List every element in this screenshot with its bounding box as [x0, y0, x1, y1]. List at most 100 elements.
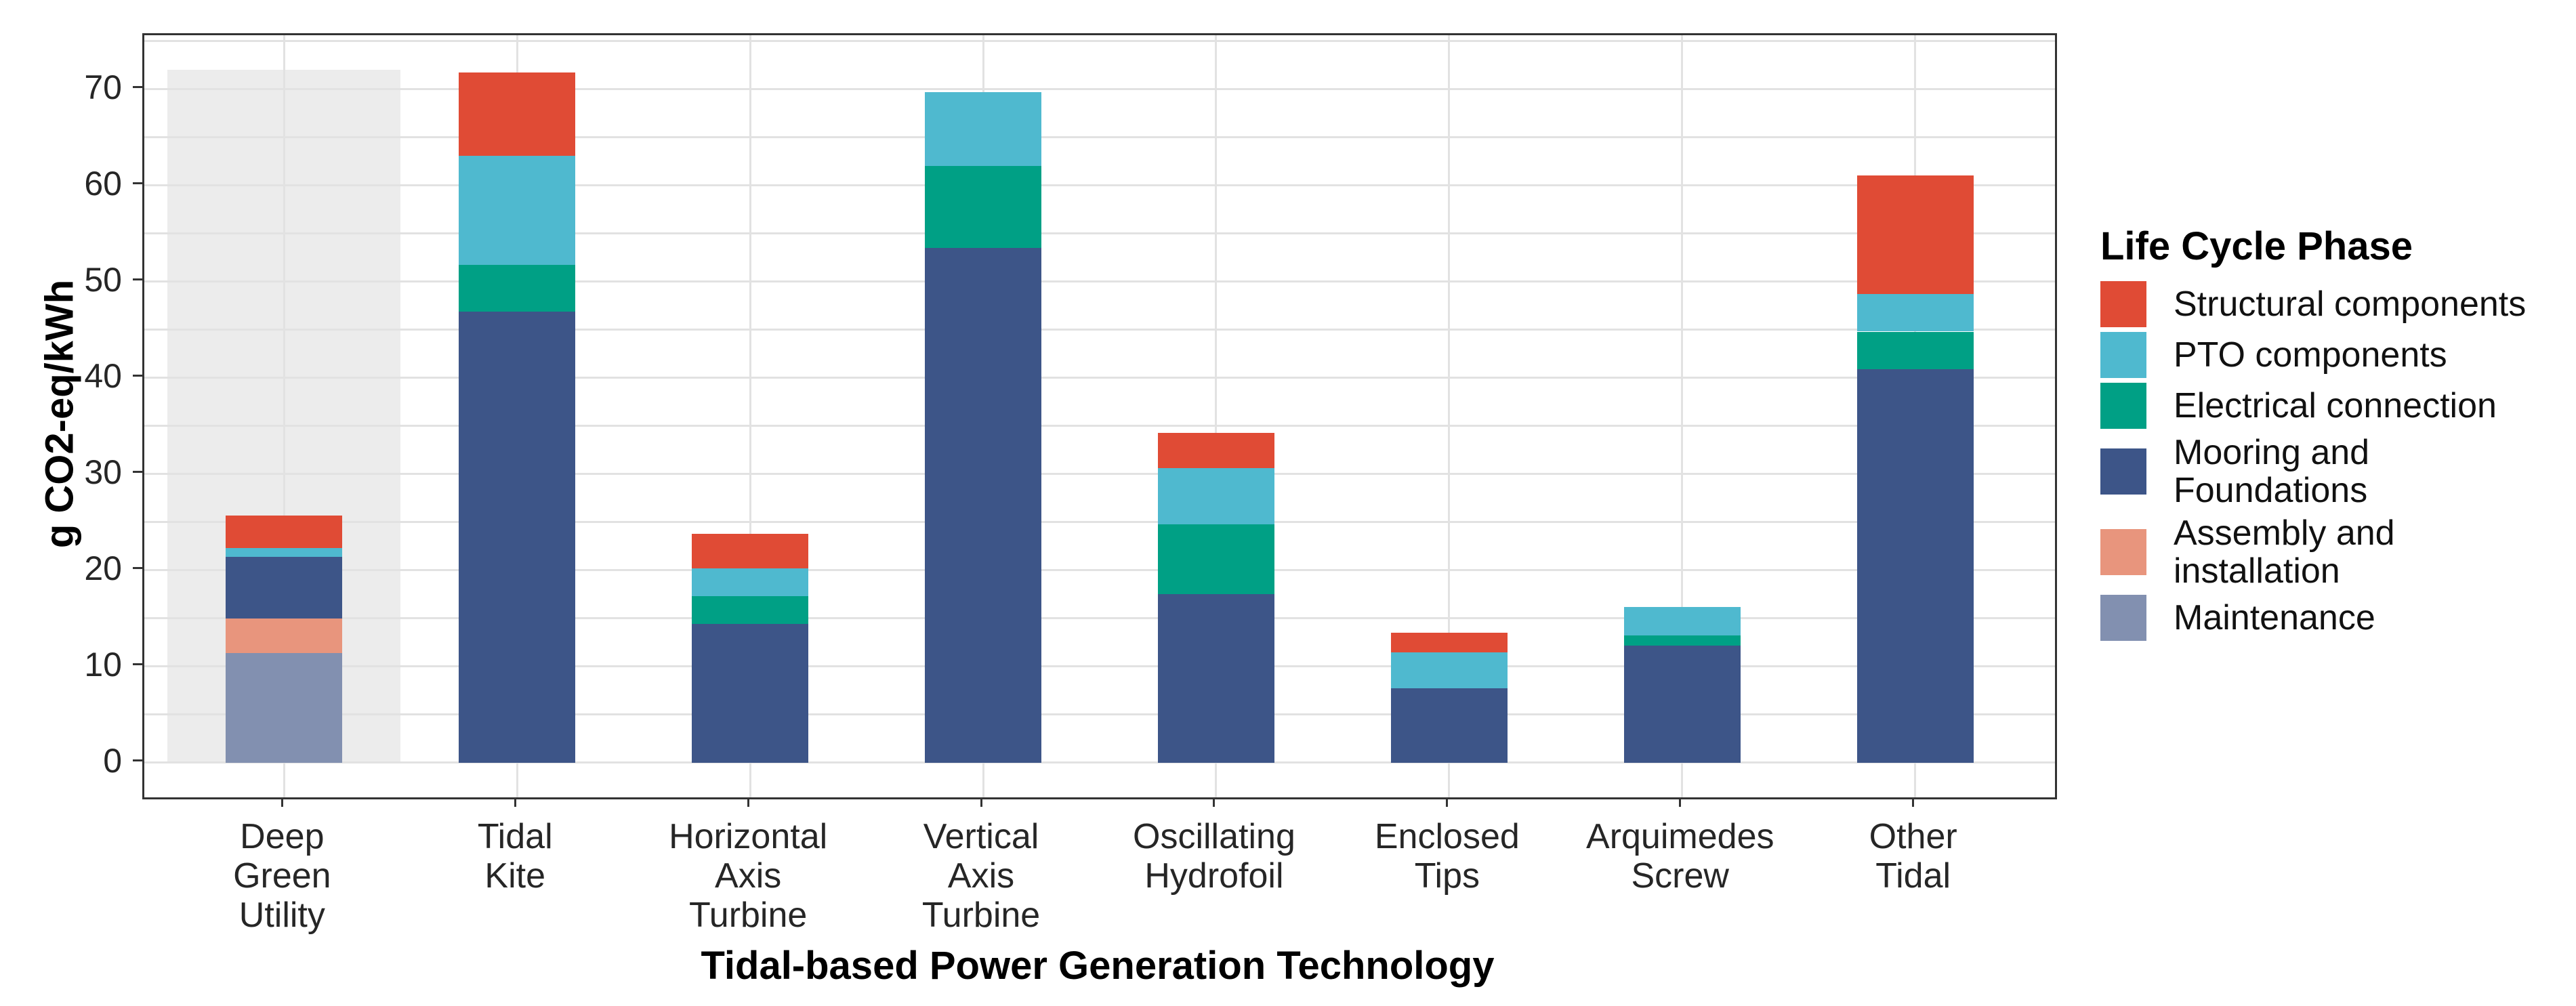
x-axis-tick: [1213, 797, 1216, 807]
bar-segment: [1856, 369, 1974, 763]
bar-segment: [459, 155, 576, 266]
bar-segment: [1623, 645, 1741, 763]
bar-segment: [1157, 524, 1274, 595]
bar-segment: [1390, 688, 1508, 763]
gridline-horizontal: [144, 713, 2055, 716]
legend-item-label: PTO components: [2174, 335, 2447, 375]
bar-segment: [459, 72, 576, 156]
y-axis-tick: [133, 663, 142, 666]
legend-item-label: Maintenance: [2174, 598, 2375, 637]
x-tick-label: Arquimedes Screw: [1586, 817, 1774, 896]
gridline-vertical: [1448, 35, 1451, 797]
x-tick-label: Oscillating Hydrofoil: [1133, 817, 1295, 896]
bar-segment: [226, 618, 343, 653]
y-axis-tick: [133, 86, 142, 89]
y-tick-label: 0: [103, 741, 122, 780]
y-axis-tick: [133, 278, 142, 281]
bar-segment: [226, 548, 343, 557]
y-tick-label: 50: [84, 260, 122, 299]
legend-key-swatch-icon: [2100, 595, 2146, 641]
legend-item-label: Structural components: [2174, 285, 2527, 324]
bar-segment: [925, 91, 1041, 167]
legend-item: Electrical connection: [2100, 383, 2568, 429]
y-axis-tick: [133, 471, 142, 474]
bar-segment: [1390, 633, 1508, 652]
gridline-horizontal: [144, 377, 2055, 379]
y-tick-label: 60: [84, 164, 122, 203]
x-tick-label: Horizontal Axis Turbine: [669, 817, 828, 935]
gridline-horizontal: [144, 136, 2055, 139]
gridline-horizontal: [144, 88, 2055, 91]
bar-segment: [226, 556, 343, 619]
x-tick-label: Enclosed Tips: [1374, 817, 1520, 896]
legend-item: PTO components: [2100, 332, 2568, 378]
bar-segment: [692, 568, 809, 597]
plot-panel: [142, 33, 2057, 799]
y-axis-title: g CO2-eq/kWh: [37, 279, 82, 549]
x-axis-tick: [1446, 797, 1449, 807]
gridline-horizontal: [144, 425, 2055, 427]
legend-item-label: Assembly and installation: [2174, 514, 2395, 591]
bar-segment: [226, 515, 343, 549]
y-tick-label: 30: [84, 453, 122, 491]
bar-segment: [1157, 432, 1274, 469]
y-tick-label: 10: [84, 645, 122, 684]
gridline-horizontal: [144, 473, 2055, 476]
legend-item-label: Electrical connection: [2174, 386, 2497, 425]
gridline-horizontal: [144, 521, 2055, 524]
bar-segment: [1856, 294, 1974, 332]
y-axis-tick: [133, 759, 142, 762]
legend-title: Life Cycle Phase: [2100, 224, 2413, 268]
gridline-horizontal: [144, 232, 2055, 235]
legend-key-swatch-icon: [2100, 529, 2146, 575]
x-axis-tick: [281, 797, 283, 807]
legend-key-swatch-icon: [2100, 448, 2146, 495]
gridline-horizontal: [144, 761, 2055, 764]
bar-segment: [1390, 652, 1508, 689]
bar-segment: [692, 533, 809, 568]
x-axis-tick: [1679, 797, 1682, 807]
bar-segment: [459, 311, 576, 763]
gridline-horizontal: [144, 40, 2055, 43]
x-tick-label: Other Tidal: [1869, 817, 1957, 896]
y-tick-label: 20: [84, 549, 122, 587]
legend-item: Maintenance: [2100, 595, 2568, 641]
bar-segment: [459, 265, 576, 312]
x-axis-tick: [1912, 797, 1915, 807]
legend-item-label: Mooring and Foundations: [2174, 433, 2370, 510]
legend: Life Cycle Phase Structural components PT…: [2100, 224, 2568, 646]
legend-key-swatch-icon: [2100, 332, 2146, 378]
bar-segment: [1157, 594, 1274, 763]
gridline-horizontal: [144, 280, 2055, 283]
gridline-vertical: [749, 35, 751, 797]
y-tick-label: 70: [84, 68, 122, 106]
bar-segment: [692, 624, 809, 763]
legend-key-swatch-icon: [2100, 383, 2146, 429]
x-axis-tick: [514, 797, 516, 807]
x-axis-tick: [980, 797, 982, 807]
legend-item: Mooring and Foundations: [2100, 434, 2568, 509]
gridline-horizontal: [144, 184, 2055, 187]
x-tick-label: Tidal Kite: [477, 817, 553, 896]
legend-item: Assembly and installation: [2100, 514, 2568, 590]
x-axis-tick: [747, 797, 749, 807]
legend-items: Structural components PTO components Elect…: [2100, 281, 2568, 641]
bar-segment: [925, 247, 1041, 763]
gridline-horizontal: [144, 569, 2055, 572]
y-tick-label: 40: [84, 356, 122, 395]
bar-segment: [1623, 606, 1741, 636]
bar-segment: [692, 596, 809, 625]
bar-segment: [1856, 175, 1974, 295]
y-axis-tick: [133, 182, 142, 185]
gridline-horizontal: [144, 617, 2055, 620]
y-axis-tick: [133, 375, 142, 377]
x-tick-label: Vertical Axis Turbine: [921, 817, 1041, 935]
bar-segment: [1623, 635, 1741, 646]
gridline-horizontal: [144, 329, 2055, 331]
gridline-vertical: [1681, 35, 1684, 797]
y-axis-tick: [133, 567, 142, 570]
legend-item: Structural components: [2100, 281, 2568, 327]
bar-segment: [226, 652, 343, 763]
legend-key-swatch-icon: [2100, 281, 2146, 327]
